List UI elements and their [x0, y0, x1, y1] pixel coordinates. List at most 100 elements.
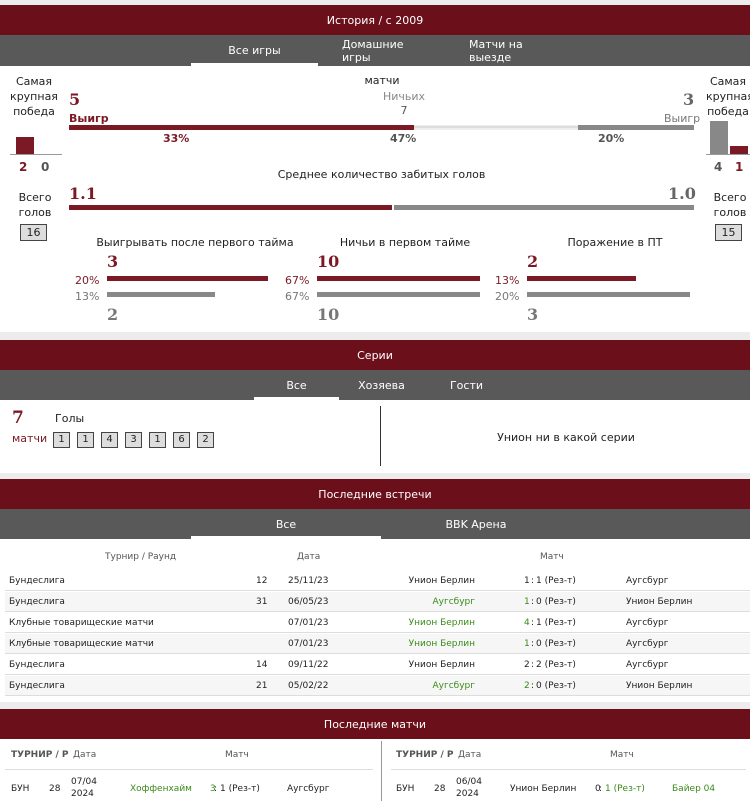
avg-goals-home-bar	[69, 205, 392, 210]
last-right-date: 06/04 2024	[456, 777, 482, 799]
last-right-score-away[interactable]: 1 (Рез-т)	[605, 784, 645, 794]
meeting-row[interactable]: Клубные товарищеские матчи 07/01/23 Унион …	[5, 613, 750, 633]
halftime-top-pct: 20%	[75, 274, 100, 287]
losses-bar	[578, 125, 694, 130]
meeting-row[interactable]: Клубные товарищеские матчи 07/01/23 Унион …	[5, 634, 750, 654]
meeting-date: 07/01/23	[288, 617, 329, 628]
halftime-bottom-pct: 13%	[75, 290, 100, 303]
meeting-score-away[interactable]: 0 (Рез-т)	[536, 596, 576, 607]
meeting-home[interactable]: Унион Берлин	[408, 659, 475, 670]
meeting-date: 06/05/23	[288, 596, 329, 607]
tab-meetings-all-label: Все	[275, 517, 297, 531]
tab-home-games[interactable]: Домашние игры	[318, 35, 445, 66]
tab-home-games-label: Домашние игры	[342, 37, 404, 64]
meetings-panel: Турнир / Раунд Дата Матч Бундеслига 12 25/…	[0, 539, 750, 702]
wins-percent: 33%	[163, 132, 190, 145]
series-title: Серии	[357, 348, 393, 362]
avg-goals-home: 1.1	[69, 184, 97, 203]
meeting-score-home: 2	[524, 659, 530, 670]
score-separator: :	[214, 784, 218, 794]
left-biggest-score-away: 0	[41, 160, 50, 174]
meeting-tournament[interactable]: Клубные товарищеские матчи	[9, 617, 154, 628]
right-biggest-home-col	[710, 121, 728, 154]
meeting-row[interactable]: Бундеслига 14 09/11/22 Унион Берлин 2 2 (Рез-…	[5, 655, 750, 675]
meeting-score-away[interactable]: 1 (Рез-т)	[536, 575, 576, 586]
right-biggest-away-col	[730, 146, 748, 154]
meeting-score-away[interactable]: 1 (Рез-т)	[536, 617, 576, 628]
tab-away-games[interactable]: Матчи на выезде	[445, 35, 572, 66]
tab-series-away[interactable]: Гости	[424, 370, 509, 400]
last-left-header-tournament: ТУРНИР / Р	[11, 750, 69, 760]
meeting-date: 09/11/22	[288, 659, 329, 670]
meeting-home[interactable]: Унион Берлин	[408, 638, 475, 649]
halftime-bottom-value: 10	[317, 305, 340, 324]
halftime-bottom-bar	[317, 292, 480, 297]
left-biggest-score-home: 2	[19, 160, 28, 174]
halftime-title: Выигрывать после первого тайма	[96, 236, 294, 249]
losses-percent: 20%	[598, 132, 625, 145]
series-goal-box: 3	[125, 432, 142, 448]
history-title: История / с 2009	[326, 13, 424, 27]
meeting-score-away[interactable]: 2 (Рез-т)	[536, 659, 576, 670]
matches-label: матчи	[364, 74, 400, 87]
meeting-score-away[interactable]: 0 (Рез-т)	[536, 680, 576, 691]
halftime-title: Ничьи в первом тайме	[339, 236, 471, 249]
meeting-away[interactable]: Унион Берлин	[626, 680, 693, 691]
tab-series-all[interactable]: Все	[254, 370, 339, 400]
series-matches-label: матчи	[12, 432, 48, 445]
meeting-tournament[interactable]: Бундеслига	[9, 596, 65, 607]
meeting-home[interactable]: Унион Берлин	[408, 575, 475, 586]
meeting-score-away[interactable]: 0 (Рез-т)	[536, 638, 576, 649]
meeting-tournament[interactable]: Бундеслига	[9, 575, 65, 586]
halftime-top-pct: 13%	[495, 274, 520, 287]
tab-series-home[interactable]: Хозяева	[339, 370, 424, 400]
halftime-bottom-pct: 20%	[495, 290, 520, 303]
series-goals-label: Голы	[55, 412, 85, 425]
meeting-row[interactable]: Бундеслига 12 25/11/23 Унион Берлин 1 1 (Рез-…	[5, 571, 750, 591]
series-header: Серии	[0, 340, 750, 370]
last-right-header-date: Дата	[458, 750, 482, 760]
series-tabs: Все Хозяева Гости	[0, 370, 750, 401]
last-matches-title: Последние матчи	[323, 717, 427, 731]
draws-bar	[414, 126, 578, 128]
series-goal-box: 1	[77, 432, 94, 448]
last-left-score-away[interactable]: 1 (Рез-т)	[220, 784, 260, 794]
halftime-top-pct: 67%	[285, 274, 310, 287]
series-divider	[380, 406, 381, 466]
meeting-home[interactable]: Аугсбург	[432, 680, 475, 691]
total-goals-label-right: Всего голов	[713, 191, 747, 219]
tab-all-games[interactable]: Все игры	[191, 35, 318, 66]
avg-goals-away: 1.0	[668, 184, 696, 203]
meetings-header-date: Дата	[297, 552, 321, 562]
total-goals-label-left: Всего голов	[18, 191, 52, 219]
tab-series-all-label: Все	[286, 378, 307, 392]
meeting-away[interactable]: Аугсбург	[626, 638, 669, 649]
meeting-home[interactable]: Унион Берлин	[408, 617, 475, 628]
tab-meetings-all[interactable]: Все	[191, 509, 381, 539]
last-left-home[interactable]: Хоффенхайм	[130, 784, 192, 794]
last-right-away[interactable]: Байер 04	[672, 784, 716, 794]
total-goals-away: 15	[715, 224, 742, 241]
score-separator: :	[531, 638, 535, 649]
meeting-row[interactable]: Бундеслига 31 06/05/23 Аугсбург 1 0 (Рез-т) Ун…	[5, 592, 750, 612]
history-tabs: Все игры Домашние игры Матчи на выезде	[0, 35, 750, 66]
meetings-header: Последние встречи	[0, 479, 750, 509]
meeting-score-home: 1	[524, 575, 530, 586]
meeting-home[interactable]: Аугсбург	[432, 596, 475, 607]
meeting-tournament[interactable]: Бундеслига	[9, 659, 65, 670]
meeting-round: 14	[256, 659, 268, 670]
last-left-away[interactable]: Аугсбург	[287, 784, 330, 794]
meeting-tournament[interactable]: Клубные товарищеские матчи	[9, 638, 154, 649]
meeting-away[interactable]: Унион Берлин	[626, 596, 693, 607]
meeting-away[interactable]: Аугсбург	[626, 659, 669, 670]
last-right-tournament[interactable]: БУН	[396, 784, 415, 794]
last-right-home[interactable]: Унион Берлин	[510, 784, 577, 794]
meeting-round: 12	[256, 575, 268, 586]
tab-meetings-arena[interactable]: BBK Арена	[381, 509, 571, 539]
meeting-away[interactable]: Аугсбург	[626, 575, 669, 586]
meeting-away[interactable]: Аугсбург	[626, 617, 669, 628]
meeting-row[interactable]: Бундеслига 21 05/02/22 Аугсбург 2 0 (Рез-т) Ун…	[5, 676, 750, 696]
last-left-tournament[interactable]: БУН	[11, 784, 30, 794]
meeting-tournament[interactable]: Бундеслига	[9, 680, 65, 691]
halftime-bottom-value: 3	[527, 305, 539, 324]
